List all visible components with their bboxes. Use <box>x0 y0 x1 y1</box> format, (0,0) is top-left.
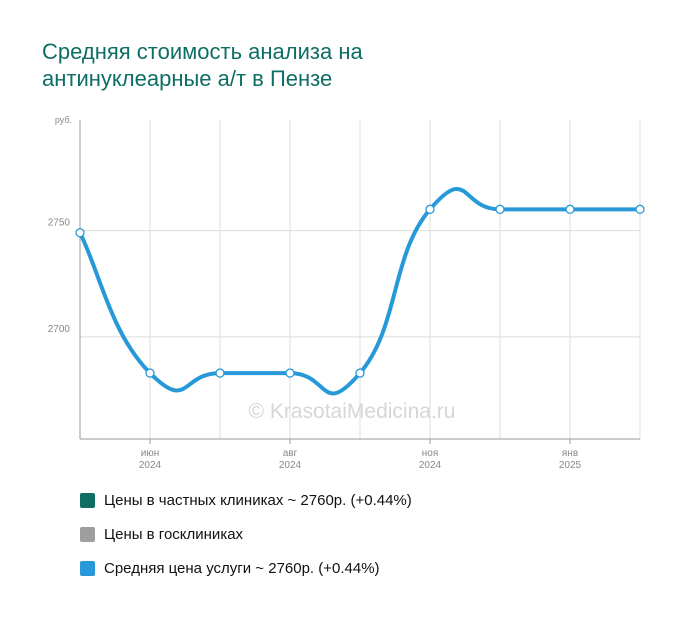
legend-swatch-average <box>80 560 95 576</box>
legend: Цены в частных клиниках ~ 2760р. (+0.44%… <box>80 489 412 591</box>
legend-label-private: Цены в частных клиниках ~ 2760р. (+0.44%… <box>104 491 412 509</box>
data-point-average <box>425 204 435 214</box>
legend-item-average[interactable]: Средняя цена услуги ~ 2760р. (+0.44%) <box>80 557 412 579</box>
x-tick-label-year: 2024 <box>139 460 162 471</box>
data-point-average <box>495 204 505 214</box>
x-tick-label-month: авг <box>283 448 298 459</box>
data-point-average <box>635 204 645 214</box>
data-point-average <box>145 368 155 378</box>
legend-label-average: Средняя цена услуги ~ 2760р. (+0.44%) <box>104 559 380 577</box>
legend-item-public[interactable]: Цены в госклиниках <box>80 523 412 545</box>
x-tick-label-year: 2024 <box>419 460 442 471</box>
legend-swatch-private <box>80 492 95 508</box>
y-axis-unit-label: руб. <box>55 115 72 125</box>
watermark: © KrasotaiMedicina.ru <box>249 400 456 423</box>
chart-title-line-1: Средняя стоимость анализа на <box>42 39 363 64</box>
chart-title: Средняя стоимость анализа на антинуклеар… <box>42 38 462 92</box>
legend-swatch-public <box>80 526 95 542</box>
chart-title-line-2: антинуклеарные а/т в Пензе <box>42 66 333 91</box>
data-point-average <box>565 204 575 214</box>
data-point-average <box>75 228 85 238</box>
x-tick-label-month: июн <box>141 448 160 459</box>
x-tick-label-year: 2025 <box>559 460 582 471</box>
data-point-average <box>355 368 365 378</box>
data-point-average <box>285 368 295 378</box>
data-point-average <box>215 368 225 378</box>
y-tick-label: 2700 <box>48 324 71 335</box>
x-tick-label-year: 2024 <box>279 460 302 471</box>
x-tick-label-month: янв <box>562 448 578 459</box>
legend-label-public: Цены в госклиниках <box>104 525 244 543</box>
x-tick-label-month: ноя <box>422 448 439 459</box>
y-tick-label: 2750 <box>48 218 71 229</box>
legend-item-private[interactable]: Цены в частных клиниках ~ 2760р. (+0.44%… <box>80 489 412 511</box>
